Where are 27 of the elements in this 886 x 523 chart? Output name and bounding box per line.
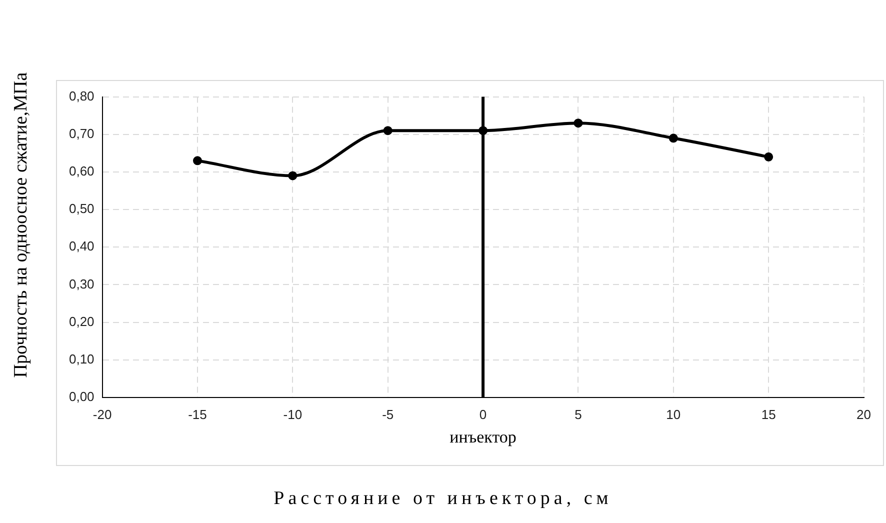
- y-tick-label: 0,70: [68, 126, 94, 141]
- x-tick-label: -20: [92, 406, 112, 422]
- y-tick-label: 0,60: [68, 164, 94, 179]
- x-tick-label: 0: [479, 406, 487, 422]
- x-tick-label: 15: [761, 406, 776, 422]
- point: [574, 118, 583, 128]
- ref-line-label: инъектор: [450, 427, 516, 446]
- point: [383, 126, 392, 136]
- y-tick-label: 0,20: [68, 314, 94, 329]
- x-tick-label: 20: [856, 406, 872, 422]
- x-tick-label: 10: [666, 406, 681, 422]
- y-tick-label: 0,10: [68, 351, 94, 366]
- y-tick-label: 0,50: [68, 201, 94, 216]
- x-tick-label: 5: [574, 406, 582, 422]
- x-tick-label: -10: [283, 406, 302, 422]
- point: [668, 134, 678, 143]
- y-tick-label: 0,40: [68, 238, 94, 254]
- y-tick-label: 0,80: [68, 88, 94, 104]
- point: [764, 152, 774, 162]
- y-tick-label: 0,30: [68, 276, 94, 292]
- point: [288, 171, 298, 180]
- x-axis-title: Расстояние от инъектора, см: [272, 488, 614, 510]
- x-tick-label: -5: [382, 406, 394, 422]
- y-axis-title: Прочность на одноосное сжатие,МПа: [11, 72, 33, 378]
- point: [192, 156, 202, 166]
- x-tick-label: -15: [188, 406, 207, 422]
- y-tick-label: 0,00: [68, 388, 94, 404]
